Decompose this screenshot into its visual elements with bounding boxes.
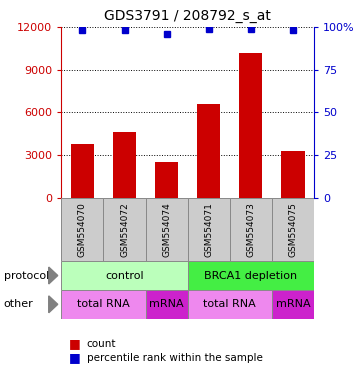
Text: GSM554074: GSM554074 [162,202,171,257]
FancyBboxPatch shape [230,198,272,261]
Text: total RNA: total RNA [204,299,256,310]
FancyBboxPatch shape [61,290,145,319]
Polygon shape [49,267,58,284]
FancyBboxPatch shape [145,290,188,319]
Text: GSM554073: GSM554073 [247,202,255,257]
Text: GSM554075: GSM554075 [288,202,297,257]
Text: protocol: protocol [4,270,49,281]
FancyBboxPatch shape [272,290,314,319]
FancyBboxPatch shape [145,198,188,261]
Text: control: control [105,270,144,281]
Text: other: other [4,299,33,310]
FancyBboxPatch shape [272,198,314,261]
Text: GSM554072: GSM554072 [120,202,129,257]
Text: total RNA: total RNA [77,299,130,310]
Bar [197,104,220,198]
Text: ■: ■ [69,337,81,350]
Bar [155,162,178,198]
Bar [71,144,94,198]
FancyBboxPatch shape [104,198,145,261]
Text: GSM554070: GSM554070 [78,202,87,257]
FancyBboxPatch shape [188,290,272,319]
Text: BRCA1 depletion: BRCA1 depletion [204,270,297,281]
FancyBboxPatch shape [61,198,104,261]
Polygon shape [49,296,58,313]
FancyBboxPatch shape [61,261,188,290]
FancyBboxPatch shape [188,198,230,261]
FancyBboxPatch shape [188,261,314,290]
Title: GDS3791 / 208792_s_at: GDS3791 / 208792_s_at [104,9,271,23]
Text: mRNA: mRNA [149,299,184,310]
Text: count: count [87,339,116,349]
Text: ■: ■ [69,351,81,364]
Text: GSM554071: GSM554071 [204,202,213,257]
Bar [282,151,305,198]
Bar [239,53,262,198]
Text: mRNA: mRNA [276,299,310,310]
Text: percentile rank within the sample: percentile rank within the sample [87,353,262,363]
Bar [113,132,136,198]
